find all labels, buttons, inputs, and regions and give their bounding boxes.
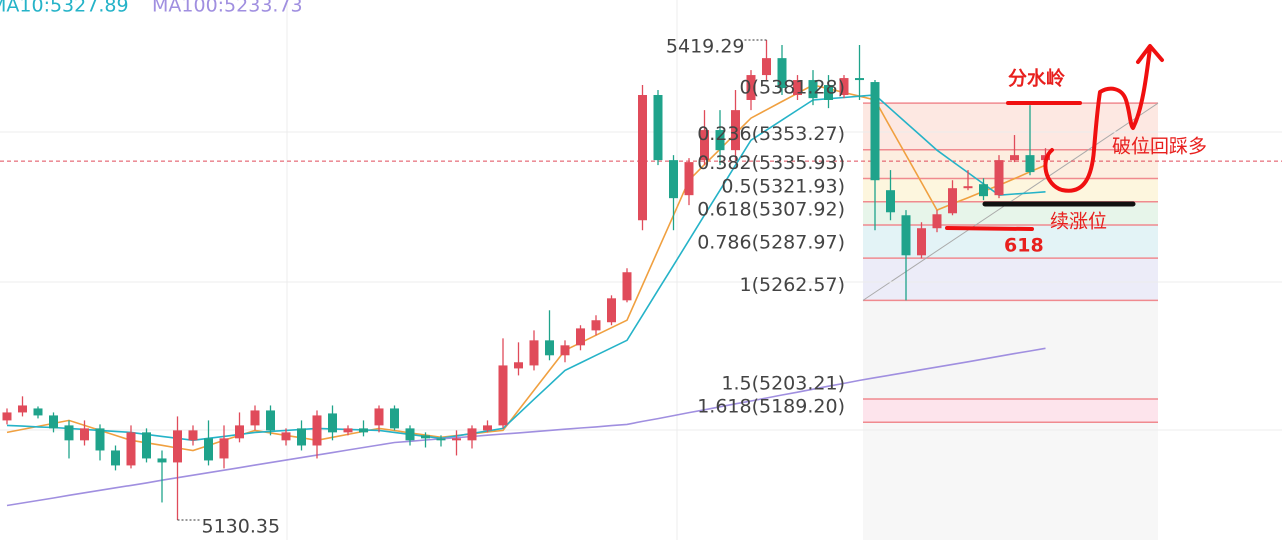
- candle-body: [250, 410, 260, 426]
- candle-body: [917, 228, 926, 256]
- legend-entry: MA10:5327.89: [0, 0, 129, 17]
- candle-body: [870, 82, 880, 181]
- candle-body: [142, 432, 151, 459]
- candle-body: [467, 428, 477, 441]
- candle-body: [762, 58, 771, 76]
- annotation: 破位回踩多: [1112, 136, 1207, 158]
- annotation: 续涨位: [1050, 211, 1107, 233]
- candle-body: [2, 412, 12, 421]
- candle-body: [808, 80, 818, 99]
- fib-label: 0(5381.28): [740, 77, 845, 99]
- legend-entry: MA100:5233.73: [152, 0, 303, 17]
- candle-body: [824, 85, 833, 100]
- fib-band: [863, 300, 1158, 399]
- candle-body: [126, 432, 136, 466]
- candle-body: [793, 80, 802, 96]
- candle-body: [18, 405, 27, 413]
- candle-body: [452, 438, 461, 441]
- candle-body: [297, 428, 306, 446]
- candle-body: [979, 184, 988, 197]
- candle-body: [436, 438, 446, 441]
- fib-band: [863, 398, 1158, 423]
- fib-label: 1.5(5203.21): [721, 372, 845, 394]
- candle-body: [95, 428, 105, 451]
- candle-body: [653, 95, 663, 161]
- candle-body: [669, 160, 678, 199]
- candle-body: [607, 298, 616, 323]
- candle-body: [731, 110, 740, 151]
- candle-body: [700, 130, 709, 161]
- candle-body: [374, 408, 384, 426]
- candle-body: [994, 160, 1004, 196]
- candle-body: [638, 95, 647, 221]
- candle-body: [173, 430, 182, 463]
- candle-body: [204, 438, 213, 461]
- candle-body: [343, 428, 353, 433]
- label-layer: 0(5381.28)0.236(5353.27)0.382(5335.93)0.…: [0, 0, 845, 537]
- candle-body: [359, 428, 368, 433]
- candle-body: [901, 215, 911, 256]
- fib-label: 1(5262.57): [740, 274, 845, 296]
- candle-body: [49, 415, 58, 429]
- fib-band: [863, 103, 1158, 150]
- candle-body: [514, 362, 523, 369]
- candle-body: [529, 340, 539, 366]
- candle-body: [33, 408, 43, 416]
- fib-band: [863, 258, 1158, 301]
- candle-body: [64, 425, 74, 441]
- candle-body: [188, 430, 198, 441]
- candle-body: [545, 340, 554, 356]
- candle-body: [560, 345, 570, 356]
- candle-body: [591, 320, 601, 331]
- candle-body: [576, 328, 585, 346]
- candle-body: [421, 435, 430, 439]
- fib-zone: [863, 422, 1158, 540]
- annotation: 分水岭: [1008, 67, 1065, 90]
- candle-body: [1010, 155, 1019, 161]
- candle-body: [80, 428, 89, 441]
- hand-drawing: [945, 44, 1164, 231]
- background-layer: [862, 102, 1159, 540]
- fib-label: 0.618(5307.92): [697, 199, 845, 221]
- candle-body: [746, 75, 756, 100]
- candle-body: [483, 425, 492, 431]
- candle-body: [312, 415, 322, 446]
- fib-label: 1.618(5189.20): [697, 396, 845, 418]
- candle-body: [235, 425, 244, 439]
- low-label: 5130.35: [202, 515, 281, 537]
- high-label: 5419.29: [666, 36, 745, 58]
- candle-body: [839, 78, 849, 96]
- candle-body: [963, 186, 973, 189]
- fib-band: [863, 178, 1158, 202]
- candle-body: [328, 413, 337, 433]
- candle-body: [932, 214, 942, 229]
- candle-body: [390, 408, 399, 429]
- candle-body: [622, 272, 632, 301]
- fib-band: [863, 149, 1158, 179]
- fib-label: 0.5(5321.93): [721, 175, 845, 197]
- candle-body: [684, 162, 694, 196]
- candle-body: [266, 410, 275, 431]
- fib-label: 0.786(5287.97): [697, 232, 845, 254]
- fib-label: 0.382(5335.93): [697, 152, 845, 174]
- drawn-arrow: [1043, 44, 1164, 193]
- candle-body: [855, 78, 864, 81]
- fib-label: 0.236(5353.27): [697, 123, 845, 145]
- candle-body: [281, 432, 291, 441]
- candle-body: [405, 428, 415, 441]
- candle-body: [157, 458, 167, 463]
- ma-line: [6, 347, 1046, 507]
- candle-body: [948, 188, 957, 214]
- candle-body: [777, 58, 787, 89]
- candle-body: [219, 438, 229, 459]
- candle-body: [886, 190, 895, 213]
- candle-body: [1025, 155, 1035, 173]
- drawn-line: [945, 226, 1034, 231]
- candle-body: [715, 130, 725, 151]
- candle-body: [498, 365, 508, 426]
- annotation: 618: [1004, 235, 1044, 257]
- candle-body: [111, 450, 120, 466]
